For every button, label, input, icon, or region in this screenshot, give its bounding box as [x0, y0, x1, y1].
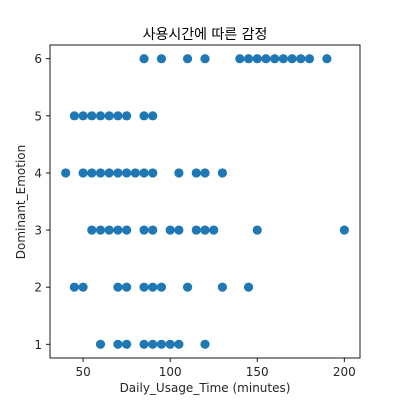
- data-point: [217, 168, 228, 178]
- data-point: [200, 225, 210, 235]
- data-point: [122, 339, 132, 349]
- data-point: [122, 282, 132, 292]
- y-tick-label: 5: [34, 109, 42, 123]
- data-point: [182, 54, 193, 64]
- data-point: [243, 54, 254, 64]
- data-point: [243, 282, 254, 292]
- x-tick-label: 200: [333, 365, 356, 379]
- data-point: [174, 339, 184, 349]
- y-axis-label: Dominant_Emotion: [14, 145, 28, 259]
- data-point: [235, 54, 245, 64]
- data-point: [87, 168, 97, 178]
- data-point: [139, 339, 149, 349]
- data-point: [104, 111, 114, 121]
- data-point: [113, 339, 123, 349]
- data-point: [287, 54, 297, 64]
- data-point: [156, 339, 167, 349]
- data-point: [200, 54, 210, 64]
- data-point: [78, 282, 88, 292]
- data-point: [148, 339, 158, 349]
- data-point: [113, 282, 123, 292]
- data-point: [191, 168, 201, 178]
- data-point: [209, 225, 219, 235]
- data-point: [69, 111, 79, 121]
- data-point: [95, 225, 106, 235]
- data-point: [139, 225, 149, 235]
- data-point: [130, 168, 140, 178]
- data-point: [270, 54, 280, 64]
- x-tick-label: 150: [246, 365, 269, 379]
- data-point: [174, 225, 184, 235]
- data-point: [296, 54, 306, 64]
- data-point: [322, 54, 332, 64]
- y-axis: 1 2 3 4 5 6: [34, 52, 50, 352]
- data-point: [156, 282, 167, 292]
- data-point: [113, 168, 123, 178]
- data-point: [139, 54, 149, 64]
- x-tick-label: 100: [159, 365, 182, 379]
- x-tick-label: 50: [75, 365, 90, 379]
- data-point: [252, 54, 262, 64]
- y-tick-label: 1: [34, 338, 42, 352]
- data-point: [165, 225, 175, 235]
- data-point: [122, 111, 132, 121]
- data-point: [148, 168, 158, 178]
- data-point: [95, 168, 106, 178]
- data-point: [95, 339, 106, 349]
- data-point: [261, 54, 271, 64]
- data-point: [304, 54, 315, 64]
- y-tick-label: 2: [34, 281, 42, 295]
- data-point: [122, 168, 132, 178]
- data-point: [78, 111, 88, 121]
- data-point: [182, 282, 193, 292]
- data-point: [174, 168, 184, 178]
- data-point: [148, 282, 158, 292]
- data-point: [104, 168, 114, 178]
- data-point: [165, 339, 175, 349]
- data-point: [104, 225, 114, 235]
- data-point: [156, 54, 167, 64]
- data-point: [200, 339, 210, 349]
- data-point: [148, 111, 158, 121]
- data-point: [87, 225, 97, 235]
- data-point: [191, 225, 201, 235]
- chart-title: 사용시간에 따른 감정: [143, 27, 268, 43]
- y-tick-label: 6: [34, 52, 42, 66]
- data-point: [139, 168, 149, 178]
- data-point: [252, 225, 262, 235]
- plot-area: [49, 44, 361, 359]
- data-point: [87, 111, 97, 121]
- x-axis-label: Daily_Usage_Time (minutes): [120, 381, 291, 395]
- data-point: [148, 225, 158, 235]
- data-point: [61, 168, 71, 178]
- data-point: [69, 282, 79, 292]
- data-point: [139, 111, 149, 121]
- data-point: [217, 282, 228, 292]
- data-point: [122, 225, 132, 235]
- plot-frame: [49, 44, 361, 359]
- y-tick-label: 4: [34, 166, 42, 180]
- data-point: [278, 54, 288, 64]
- data-point: [113, 111, 123, 121]
- data-point: [200, 168, 210, 178]
- data-point: [339, 225, 349, 235]
- data-point: [95, 111, 106, 121]
- data-point: [78, 168, 88, 178]
- data-point: [113, 225, 123, 235]
- y-tick-label: 3: [34, 224, 42, 238]
- x-axis: 50 100 150 200: [75, 358, 356, 379]
- data-point: [139, 282, 149, 292]
